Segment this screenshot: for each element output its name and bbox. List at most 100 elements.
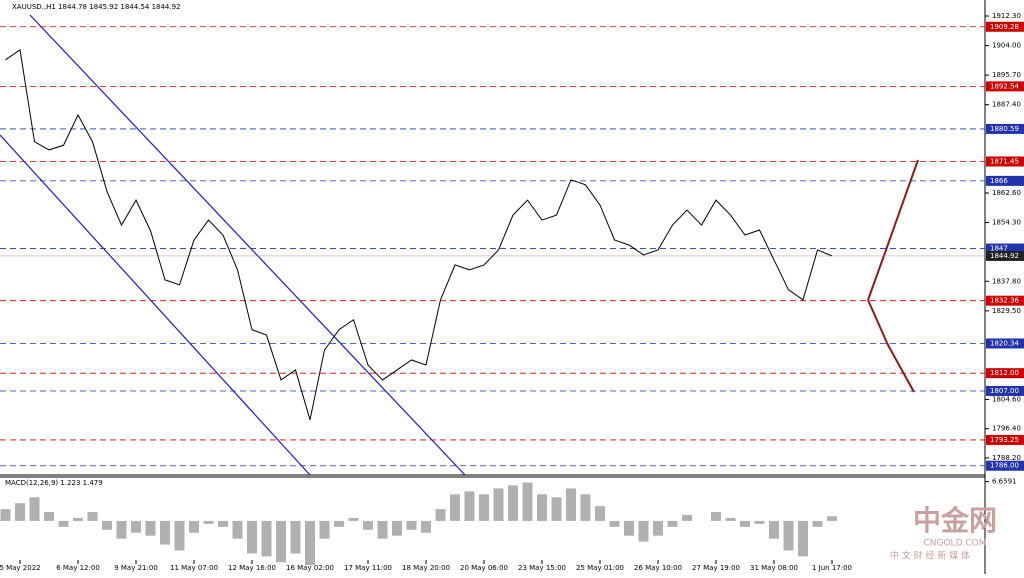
current-price-box [986, 250, 1024, 261]
level-label-box [986, 434, 1024, 445]
level-label: 1892.54 [990, 82, 1019, 90]
y-tick-label: 6.6591 [992, 478, 1017, 486]
y-tick-label: 1829.50 [992, 307, 1021, 315]
macd-bar [464, 491, 475, 521]
x-tick-label: 16 May 02:00 [286, 564, 334, 572]
x-tick-label: 6 May 12:00 [56, 564, 100, 572]
level-label: 1866 [990, 177, 1008, 185]
chart-title: XAUUSD.,H1 1844.78 1845.92 1844.54 1844.… [12, 3, 181, 11]
x-tick-label: 11 May 07:00 [170, 564, 218, 572]
macd-bar [827, 516, 837, 521]
forecast-arrows [867, 159, 919, 393]
level-label-box [986, 295, 1024, 306]
level-label: 1793.25 [990, 436, 1019, 444]
level-label-box [986, 81, 1024, 92]
level-label: 1832.36 [990, 297, 1019, 305]
macd-bar [435, 509, 446, 521]
macd-label: MACD(12,26,9) 1.223 1.479 [5, 479, 103, 487]
y-tick-label: 1887.40 [992, 101, 1021, 109]
macd-bar [798, 520, 808, 557]
macd-bar [232, 520, 243, 539]
macd-bar [740, 520, 750, 527]
macd-bar [725, 517, 736, 521]
macd-bar [203, 520, 214, 524]
macd-bar [783, 520, 794, 551]
x-tick-label: 1 Jun 17:00 [812, 564, 852, 572]
macd-bar [667, 520, 678, 527]
macd-bar [363, 520, 373, 530]
macd-bar [812, 520, 823, 527]
level-label: 1880.59 [990, 125, 1019, 133]
macd-bar [189, 520, 199, 533]
macd-bar [595, 506, 605, 521]
macd-bar [580, 494, 591, 521]
trend-channel [29, 14, 466, 476]
macd-bar [334, 520, 344, 527]
macd-bar [551, 497, 562, 521]
macd-bar [174, 520, 185, 551]
macd-bar [609, 520, 620, 527]
x-tick-label: 25 May 01:00 [576, 564, 624, 572]
macd-bar [160, 520, 170, 545]
macd-bar [624, 520, 634, 536]
level-label-box [986, 460, 1024, 471]
macd-bar [566, 488, 576, 521]
level-label: 1820.34 [990, 339, 1019, 347]
x-tick-label: 17 May 11:00 [344, 564, 392, 572]
macd-bar [522, 482, 533, 521]
level-label-box [986, 368, 1024, 379]
x-tick-label: 9 May 21:00 [114, 564, 158, 572]
x-tick-label: 18 May 20:00 [402, 564, 450, 572]
level-label: 1812.00 [990, 369, 1019, 377]
level-label-box [986, 243, 1024, 254]
watermark: 中金网 [913, 504, 997, 537]
macd-bar [653, 520, 663, 536]
macd-bar [44, 512, 54, 521]
watermark-url: CNGOLD.COM [923, 539, 986, 549]
macd-bar [479, 494, 489, 521]
macd-bar [377, 520, 388, 539]
level-label: 1871.45 [990, 157, 1019, 165]
level-label-box [986, 21, 1024, 32]
level-label: 1909.28 [990, 23, 1019, 31]
level-label-box [986, 123, 1024, 134]
y-tick-label: 1796.40 [992, 425, 1021, 433]
macd-bar [348, 517, 359, 521]
macd-bar [276, 520, 286, 563]
level-label: 1807.00 [990, 387, 1019, 395]
watermark-tagline: 中 文 财 经 新 媒 体 [890, 550, 970, 562]
x-tick-label: 20 May 06:00 [460, 564, 508, 572]
macd-bar [290, 520, 301, 554]
level-label-box [986, 385, 1024, 396]
y-tick-label: 1912.30 [992, 12, 1021, 20]
level-label-box [986, 175, 1024, 186]
macd-bar [421, 520, 431, 533]
y-tick-label: 1804.60 [992, 396, 1021, 404]
macd-bar [305, 520, 315, 566]
y-tick-label: 1895.70 [992, 71, 1021, 79]
macd-bar [493, 488, 504, 521]
macd-bar [406, 520, 417, 530]
x-tick-label: 31 May 08:00 [750, 564, 798, 572]
macd-bar [116, 520, 127, 539]
macd-bar [102, 520, 112, 530]
current-price-label: 1844.92 [990, 252, 1019, 260]
macd-bar [73, 517, 83, 521]
macd-bar [145, 520, 156, 536]
y-tick-label: 1837.80 [992, 277, 1021, 285]
macd-bar [537, 494, 547, 521]
macd-bar [58, 520, 69, 527]
macd-bar [769, 520, 779, 539]
x-tick-label: 5 May 2022 [0, 564, 41, 572]
level-label: 1847 [990, 245, 1008, 253]
trend-channel [0, 134, 311, 476]
macd-bar [682, 515, 692, 521]
price-line [5, 48, 833, 420]
y-tick-label: 1854.30 [992, 219, 1021, 227]
x-tick-label: 23 May 15:00 [518, 564, 566, 572]
level-label-box [986, 156, 1024, 167]
macd-bar [638, 520, 649, 542]
level-label: 1786.00 [990, 462, 1019, 470]
